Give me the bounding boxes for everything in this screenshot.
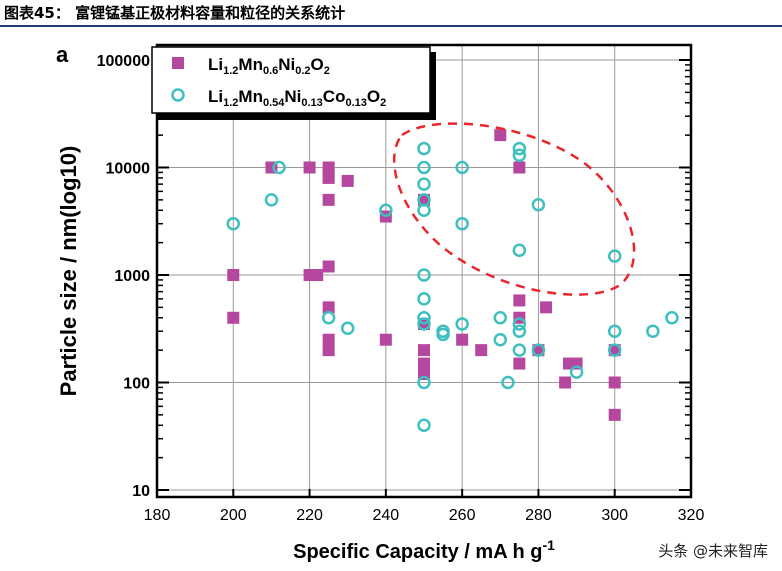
circle-point bbox=[455, 216, 469, 231]
circle-point bbox=[607, 343, 622, 357]
circle-point bbox=[417, 141, 431, 156]
square-point bbox=[608, 344, 621, 357]
legend-square-icon bbox=[172, 57, 184, 69]
legend-label-series-2: Li1.2Mn0.54Ni0.13Co0.13O2 bbox=[208, 87, 386, 109]
circle-point bbox=[264, 193, 279, 207]
square-point bbox=[322, 171, 335, 184]
circle-point bbox=[340, 321, 355, 335]
circle-point bbox=[501, 375, 515, 390]
circle-point bbox=[512, 148, 527, 163]
circle-point bbox=[417, 177, 431, 191]
y-tick-label: 100 bbox=[123, 376, 150, 393]
square-point bbox=[322, 301, 335, 314]
y-tick-label: 10000 bbox=[106, 161, 151, 178]
circle-point bbox=[455, 160, 469, 175]
square-point bbox=[494, 129, 507, 142]
circle-point bbox=[512, 141, 527, 156]
circle-point bbox=[493, 332, 508, 347]
y-axis-label: Particle size / nm(log10) bbox=[56, 146, 81, 397]
circle-point bbox=[512, 343, 527, 357]
square-point bbox=[303, 161, 316, 174]
circle-point bbox=[512, 324, 527, 338]
x-tick-label: 220 bbox=[296, 507, 323, 524]
circle-point bbox=[226, 216, 241, 231]
y-tick-label: 100000 bbox=[97, 53, 150, 70]
circle-point bbox=[665, 311, 679, 325]
x-axis-label: Specific Capacity / mA h g-1 bbox=[293, 537, 555, 563]
circle-point bbox=[531, 198, 546, 212]
square-point bbox=[379, 333, 392, 346]
x-tick-label: 280 bbox=[525, 507, 552, 524]
circle-point bbox=[646, 324, 660, 338]
circle-point bbox=[417, 375, 431, 390]
square-point bbox=[540, 301, 553, 314]
circle-point bbox=[436, 327, 450, 342]
legend-circle-icon bbox=[171, 88, 185, 102]
circle-point bbox=[512, 243, 527, 257]
panel-label: a bbox=[56, 42, 69, 67]
y-tick-label: 10 bbox=[132, 483, 150, 500]
circle-point bbox=[512, 317, 527, 331]
legend-box bbox=[151, 46, 431, 114]
square-point bbox=[227, 311, 240, 324]
square-point bbox=[513, 294, 526, 307]
square-point bbox=[532, 344, 545, 357]
x-tick-label: 260 bbox=[449, 507, 476, 524]
square-point bbox=[227, 269, 240, 281]
circle-point bbox=[455, 317, 469, 331]
square-point bbox=[322, 344, 335, 357]
square-point bbox=[513, 161, 526, 174]
circle-point bbox=[417, 311, 431, 325]
square-point bbox=[513, 357, 526, 370]
x-tick-label: 240 bbox=[373, 507, 400, 524]
circle-point bbox=[321, 311, 336, 325]
circle-point bbox=[493, 311, 508, 325]
circle-point bbox=[379, 203, 393, 218]
figure-title: 图表45： 富锂锰基正极材料容量和粒径的关系统计 bbox=[4, 4, 346, 22]
circle-point bbox=[607, 249, 622, 263]
circle-point bbox=[417, 268, 431, 282]
x-tick-label: 200 bbox=[220, 507, 247, 524]
circle-point bbox=[417, 160, 431, 175]
square-point bbox=[608, 376, 621, 389]
circle-point bbox=[531, 343, 546, 357]
circle-point bbox=[569, 365, 584, 379]
circle-point bbox=[417, 317, 431, 331]
circle-point bbox=[607, 324, 622, 338]
square-point bbox=[559, 376, 572, 389]
square-point bbox=[456, 333, 469, 346]
plot-frame bbox=[155, 43, 693, 499]
circle-point bbox=[272, 160, 286, 175]
dashed-ellipse-annotation bbox=[393, 122, 636, 296]
watermark: 头条 @未来智库 bbox=[658, 542, 768, 560]
circle-point bbox=[417, 203, 431, 218]
square-point bbox=[475, 344, 488, 357]
square-point bbox=[322, 193, 335, 206]
circle-point bbox=[417, 292, 431, 306]
legend-label-series-1: Li1.2Mn0.6Ni0.2O2 bbox=[208, 55, 330, 77]
square-point bbox=[418, 193, 430, 206]
square-point bbox=[341, 174, 354, 187]
square-point bbox=[322, 260, 335, 273]
circle-point bbox=[417, 418, 431, 433]
title-divider bbox=[0, 25, 782, 27]
square-point bbox=[608, 408, 621, 421]
y-tick-label: 1000 bbox=[114, 268, 150, 285]
square-point bbox=[322, 333, 335, 346]
x-tick-label: 320 bbox=[678, 507, 705, 524]
square-point bbox=[418, 344, 430, 357]
x-tick-label: 300 bbox=[601, 507, 628, 524]
square-point bbox=[311, 269, 324, 281]
x-tick-label: 180 bbox=[144, 507, 171, 524]
